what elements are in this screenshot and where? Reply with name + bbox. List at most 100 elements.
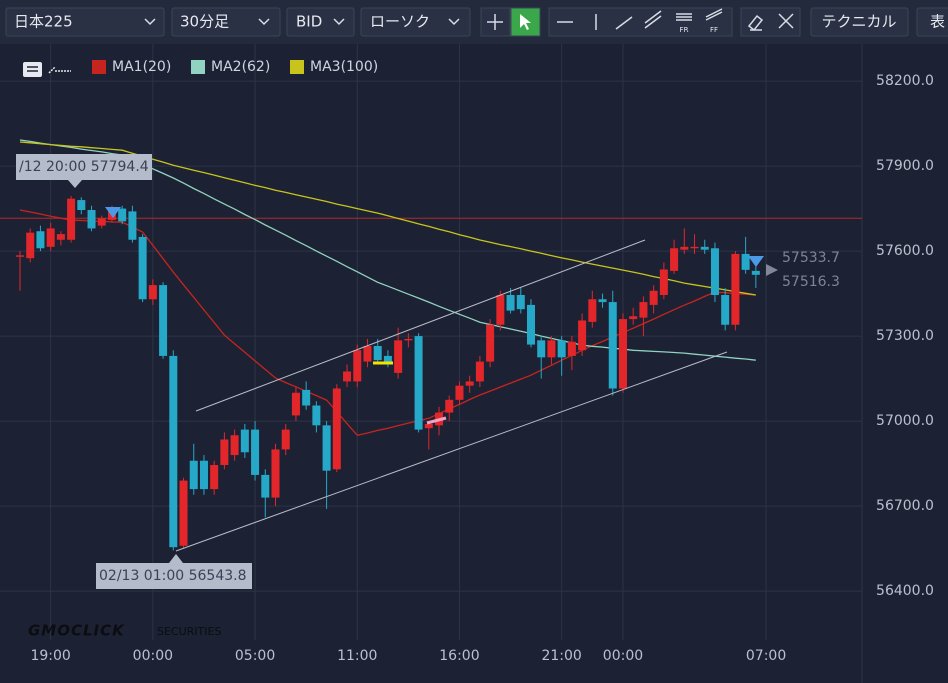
legend-swatch xyxy=(191,60,205,74)
candle-body xyxy=(159,285,168,356)
candle-body xyxy=(721,295,730,325)
candle-body xyxy=(97,218,106,226)
symbol: 日本225 xyxy=(14,13,73,31)
candle-body xyxy=(16,255,24,257)
candle-body xyxy=(77,200,86,210)
candle-body xyxy=(751,270,760,275)
legend-icons xyxy=(23,62,71,77)
symbol-dropdown[interactable] xyxy=(5,7,165,37)
annotation-box xyxy=(16,154,152,180)
marker xyxy=(426,416,447,425)
candle-body xyxy=(557,340,566,358)
candle-body xyxy=(343,371,352,382)
draw-tools[interactable] xyxy=(548,7,733,37)
candle-body xyxy=(537,340,546,358)
candle-body xyxy=(26,232,35,259)
candle-body xyxy=(700,246,709,250)
annotation: /12 20:00 57794.4 xyxy=(19,159,149,175)
candle-body xyxy=(199,460,208,490)
x-tick-label: 16:00 xyxy=(439,648,479,664)
candle-body xyxy=(373,346,382,361)
channel-line xyxy=(195,239,646,412)
candle-body xyxy=(240,429,249,453)
erase-tools[interactable] xyxy=(740,7,801,37)
candle-body xyxy=(271,449,280,498)
candle-body xyxy=(465,381,474,386)
candle-body xyxy=(230,435,239,456)
icon-label: FR xyxy=(680,26,689,34)
legend-swatch xyxy=(92,60,106,74)
x-tick-label: 00:00 xyxy=(133,648,173,664)
candle-body xyxy=(670,248,679,271)
x-tick-label: 11:00 xyxy=(337,648,377,664)
candle-body xyxy=(731,253,740,325)
x-tick-label: 19:00 xyxy=(30,648,70,664)
dropdown-arrow xyxy=(258,18,270,26)
dropdown-arrow xyxy=(144,18,156,26)
toolbar-items: 日本225 30分足 BID ローソク FR FF テクニカル 表 xyxy=(5,7,948,37)
table-button[interactable] xyxy=(916,7,948,37)
annotation: 02/13 01:00 56543.8 xyxy=(99,568,247,584)
y-tick-label: 57900.0 xyxy=(876,158,934,174)
chart-style: ローソク xyxy=(370,13,430,31)
price-label: 57516.3 xyxy=(782,274,840,290)
candle-body xyxy=(169,355,178,548)
candle-body xyxy=(445,399,454,413)
dropdown-arrow xyxy=(448,18,460,26)
logo-brand: GMOCLICK xyxy=(28,622,125,640)
candle-body xyxy=(690,246,699,249)
candle-body xyxy=(312,405,321,426)
channel-line xyxy=(175,351,728,552)
legend-swatch xyxy=(290,60,304,74)
style-dropdown[interactable] xyxy=(360,7,471,37)
plot: 56400.0 56700.0 57000.0 57300.0 57600.0 57900… xyxy=(0,44,934,683)
candle-body xyxy=(608,302,617,389)
price-label: 57533.7 xyxy=(782,250,840,266)
candle-body xyxy=(179,480,188,546)
candle-body xyxy=(322,425,331,471)
candle-body xyxy=(363,346,372,362)
annotation-pointer xyxy=(68,180,82,188)
side-dropdown[interactable] xyxy=(286,7,355,37)
x-tick-label: 00:00 xyxy=(603,648,643,664)
pointer-icon xyxy=(520,14,531,30)
candle-body xyxy=(567,341,576,356)
candle-body xyxy=(291,392,300,416)
candle-body xyxy=(424,423,433,429)
y-tick-label: 56700.0 xyxy=(876,498,934,514)
candle-body xyxy=(353,350,362,382)
table: 表 xyxy=(930,13,945,31)
timeframe-dropdown[interactable] xyxy=(171,7,281,37)
y-tick-label: 57300.0 xyxy=(876,328,934,344)
candle-body xyxy=(210,465,219,490)
candle-body xyxy=(281,429,290,450)
candle-body xyxy=(710,248,719,295)
legend-label: MA1(20) xyxy=(112,59,171,75)
candle-body xyxy=(629,316,638,320)
candle-body xyxy=(455,385,464,400)
candle-body xyxy=(680,246,689,250)
ma-line xyxy=(19,209,756,437)
candle-body xyxy=(128,211,137,240)
y-tick-label: 56400.0 xyxy=(876,583,934,599)
candle-body xyxy=(475,361,484,382)
erase-icons xyxy=(747,13,794,32)
candle-body xyxy=(414,336,423,430)
legend-label: MA2(62) xyxy=(211,59,270,75)
candle-body xyxy=(618,319,627,389)
menu-icon[interactable] xyxy=(23,62,42,77)
candle-body xyxy=(741,253,750,270)
candle-body xyxy=(138,236,147,300)
candle-body xyxy=(527,304,535,345)
candle-body xyxy=(46,228,55,247)
candle-body xyxy=(332,388,341,470)
fib-icons xyxy=(676,8,723,21)
y-tick-label: 57000.0 xyxy=(876,413,934,429)
technical-button[interactable] xyxy=(810,7,909,37)
candle-body xyxy=(404,338,413,341)
candle-body xyxy=(118,208,127,222)
crosshair-icon xyxy=(487,14,503,30)
candle-body xyxy=(506,295,515,311)
candle-body xyxy=(588,299,597,322)
collapse-icon[interactable] xyxy=(48,66,71,74)
